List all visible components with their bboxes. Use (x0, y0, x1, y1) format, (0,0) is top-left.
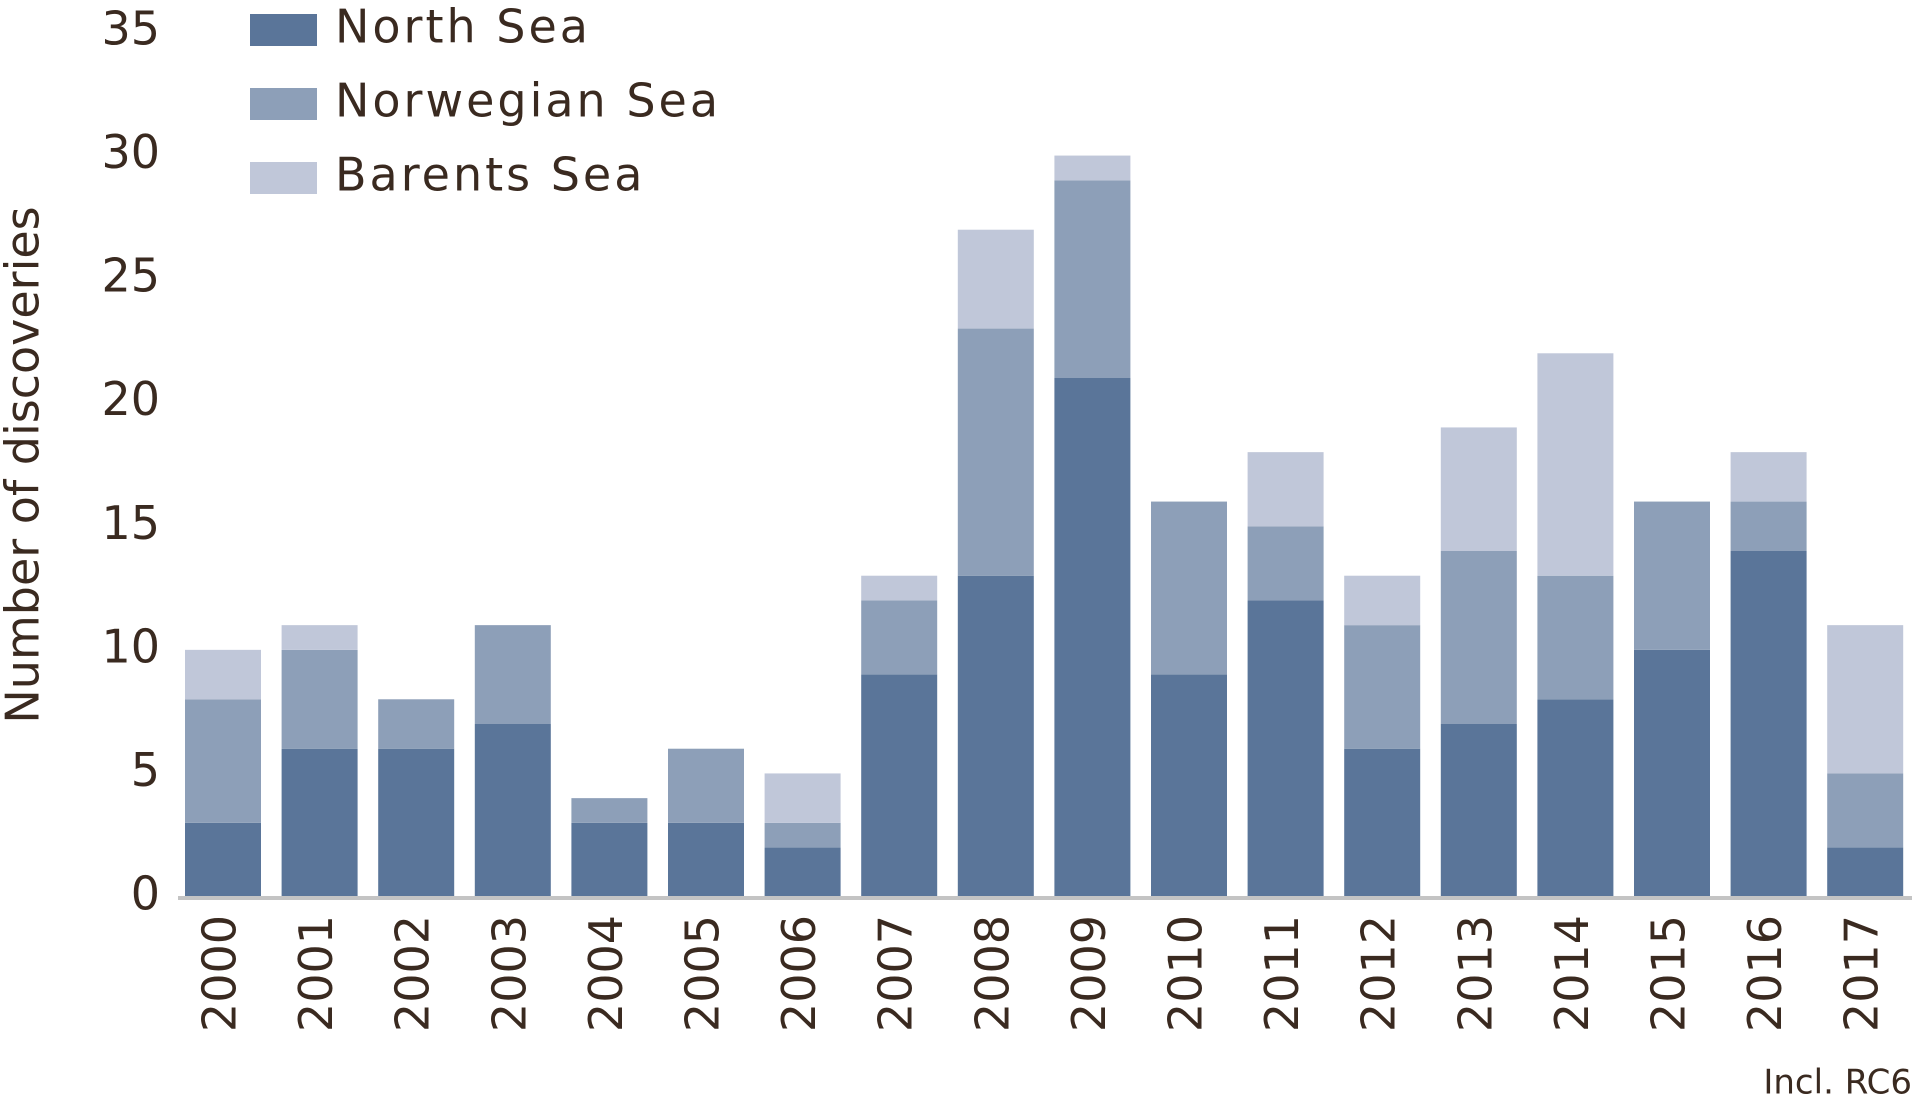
bar-segment (1247, 452, 1324, 527)
bar-segment (1344, 575, 1421, 626)
bar-segment (861, 600, 938, 675)
bar-segment (1151, 674, 1227, 897)
bar-segment (1054, 378, 1131, 897)
x-tick-label: 2010 (1159, 915, 1213, 1032)
bar-segment (378, 748, 455, 897)
bar-segment (281, 748, 358, 897)
bar-segment (1247, 600, 1324, 897)
bar-segment (571, 822, 648, 897)
x-tick-label: 2008 (965, 915, 1019, 1032)
y-tick-label: 25 (101, 249, 160, 303)
bar-segment (957, 575, 1034, 897)
bar-segment (1827, 773, 1904, 848)
bar-segment (571, 798, 648, 823)
x-tick-label: 2016 (1738, 915, 1792, 1032)
bar-segment (957, 229, 1034, 329)
bar-segment (185, 649, 261, 700)
y-tick-label: 10 (101, 619, 160, 673)
x-tick-label: 2012 (1352, 915, 1406, 1032)
bar-segment (1827, 625, 1904, 774)
y-tick-label: 30 (101, 125, 160, 179)
legend-swatch (250, 88, 317, 120)
bar-segment (861, 674, 938, 897)
x-tick-label: 2015 (1642, 915, 1696, 1032)
note: Incl. RC6 (1763, 1063, 1912, 1103)
bar-segment (1247, 526, 1324, 601)
x-tick-label: 2004 (579, 915, 633, 1032)
bar-segment (1440, 724, 1517, 897)
x-tick-label: 2006 (772, 915, 826, 1032)
legend-label: North Sea (335, 0, 591, 54)
bar-segment (1440, 551, 1517, 724)
bar-segment (764, 773, 841, 823)
bar-segment (1537, 699, 1614, 897)
y-tick-label: 5 (131, 743, 160, 797)
bar-segment (281, 625, 358, 650)
bar-segment (1054, 155, 1131, 181)
bar-segment (764, 847, 841, 897)
y-tick-label: 20 (101, 372, 160, 426)
bar-segment (1151, 501, 1227, 675)
bar-segment (1344, 625, 1421, 749)
bar-segment (1827, 847, 1904, 897)
y-tick-label: 15 (101, 496, 160, 550)
bar-segment (474, 625, 551, 724)
legend-swatch (250, 162, 317, 194)
x-tick-label: 2000 (193, 915, 247, 1032)
bar-segment (1537, 575, 1614, 700)
y-axis-label: Number of discoveries (0, 206, 50, 723)
bar-segment (185, 822, 261, 897)
legend-label: Norwegian Sea (335, 74, 721, 128)
x-tick-label: 2007 (869, 915, 923, 1032)
bar-segment (957, 328, 1034, 576)
bar-segment (378, 699, 455, 749)
bar-segment (1440, 427, 1517, 551)
bar-segment (474, 724, 551, 897)
bar-segment (1730, 452, 1807, 502)
x-tick-label: 2014 (1545, 915, 1599, 1032)
bar-segment (1344, 748, 1421, 897)
bar-segment (1054, 180, 1131, 378)
bar-segment (1537, 353, 1614, 576)
bar-segment (1730, 501, 1807, 551)
bar-segment (185, 699, 261, 823)
y-tick-label: 35 (101, 2, 160, 56)
bar-segment (764, 822, 841, 848)
x-tick-label: 2001 (289, 915, 343, 1032)
bar-segment (1634, 649, 1710, 897)
bar-segment (668, 822, 744, 897)
x-tick-label: 2013 (1448, 915, 1502, 1032)
y-tick-label: 0 (131, 867, 160, 921)
x-tick-label: 2009 (1062, 915, 1116, 1032)
bar-segment (1634, 501, 1710, 650)
legend-label: Barents Sea (335, 148, 645, 202)
bar-segment (281, 649, 358, 749)
x-tick-label: 2002 (386, 915, 440, 1032)
bar-segment (668, 748, 744, 823)
legend-swatch (250, 14, 317, 46)
bar-segment (861, 575, 938, 601)
x-tick-label: 2017 (1835, 915, 1889, 1032)
bar-segment (1730, 551, 1807, 897)
x-tick-label: 2003 (482, 915, 536, 1032)
x-tick-label: 2011 (1255, 915, 1309, 1032)
x-tick-label: 2005 (676, 915, 730, 1032)
